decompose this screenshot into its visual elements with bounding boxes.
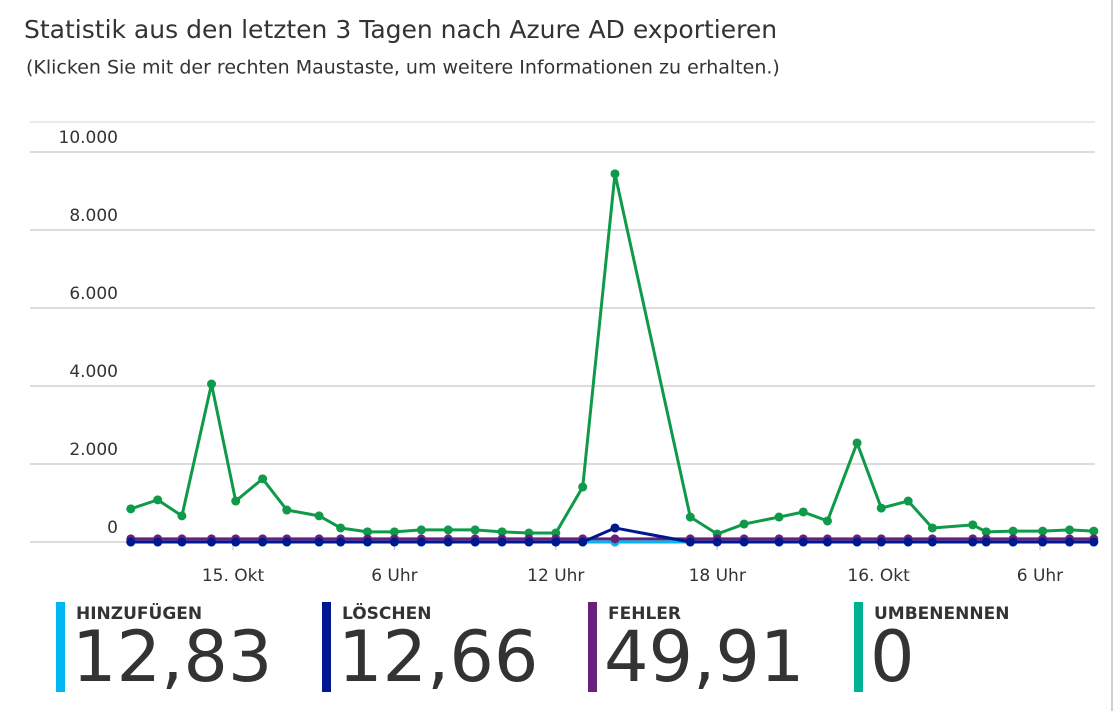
data-point <box>739 537 749 547</box>
data-point <box>876 537 886 547</box>
data-point <box>852 537 862 547</box>
y-tick-label: 10.000 <box>59 128 118 148</box>
data-point <box>389 527 399 537</box>
tile-bar <box>56 602 65 692</box>
data-point <box>524 537 534 547</box>
data-point <box>258 537 268 547</box>
data-point <box>1008 537 1018 547</box>
data-point <box>685 537 695 547</box>
x-tick-label: 16. Okt <box>847 566 910 586</box>
tile-value: 49,91 <box>604 616 804 698</box>
data-point <box>207 379 217 389</box>
y-tick-label: 2.000 <box>69 440 118 460</box>
data-point <box>685 512 695 522</box>
data-point <box>968 520 978 530</box>
data-point <box>497 527 507 537</box>
data-point <box>798 537 808 547</box>
tile-label: UMBENENNEN <box>874 604 1009 624</box>
data-point <box>822 537 832 547</box>
data-point <box>336 523 346 533</box>
data-point <box>739 519 749 529</box>
data-point <box>258 474 268 484</box>
data-point <box>1089 537 1099 547</box>
data-point <box>363 527 373 537</box>
data-point <box>981 527 991 537</box>
data-point <box>282 537 292 547</box>
data-point <box>578 537 588 547</box>
tile-bar <box>588 602 597 692</box>
data-point <box>314 511 324 521</box>
tile-value: 0 <box>870 616 915 698</box>
tile-value: 12,83 <box>72 616 272 698</box>
x-tick-label: 6 Uhr <box>371 566 417 586</box>
series-line <box>130 172 1094 536</box>
data-point <box>1038 526 1048 536</box>
tile-bar <box>854 602 863 692</box>
data-point <box>903 537 913 547</box>
data-point <box>774 512 784 522</box>
tile-label: HINZUFÜGEN <box>76 602 202 624</box>
tile-label: FEHLER <box>608 604 681 624</box>
data-point <box>712 537 722 547</box>
data-point <box>470 537 480 547</box>
data-point <box>153 537 163 547</box>
tile-label: LÖSCHEN <box>342 602 431 624</box>
y-tick-label: 4.000 <box>69 362 118 382</box>
data-point <box>443 525 453 535</box>
data-point <box>610 169 620 179</box>
data-point <box>903 496 913 506</box>
data-point <box>389 537 399 547</box>
data-point <box>207 537 217 547</box>
data-point <box>470 525 480 535</box>
data-point <box>981 537 991 547</box>
data-point <box>1065 525 1075 535</box>
x-tick-label: 18 Uhr <box>689 566 746 586</box>
x-tick-label: 12 Uhr <box>527 566 584 586</box>
data-point <box>443 537 453 547</box>
data-point <box>968 537 978 547</box>
chart-subtitle: (Klicken Sie mit der rechten Maustaste, … <box>26 57 780 79</box>
data-point <box>282 505 292 515</box>
data-point <box>153 495 163 505</box>
data-point <box>363 537 373 547</box>
x-tick-label: 15. Okt <box>202 566 265 586</box>
data-point <box>416 525 426 535</box>
data-point <box>126 537 136 547</box>
data-point <box>177 511 187 521</box>
data-point <box>231 537 241 547</box>
data-point <box>578 482 588 492</box>
y-tick-label: 0 <box>107 518 118 538</box>
y-tick-label: 6.000 <box>69 284 118 304</box>
data-point <box>852 438 862 448</box>
data-point <box>231 496 241 506</box>
data-point <box>497 537 507 547</box>
data-point <box>416 537 426 547</box>
data-point <box>610 523 620 533</box>
data-point <box>876 503 886 513</box>
data-point <box>336 537 346 547</box>
data-point <box>551 537 561 547</box>
data-point <box>927 523 937 533</box>
tile-bar <box>322 602 331 692</box>
data-point <box>1008 526 1018 536</box>
data-point <box>798 507 808 517</box>
data-point <box>610 534 620 544</box>
x-tick-label: 6 Uhr <box>1017 566 1063 586</box>
data-point <box>1038 537 1048 547</box>
data-point <box>314 537 324 547</box>
data-point <box>927 537 937 547</box>
chart-title: Statistik aus den letzten 3 Tagen nach A… <box>24 15 777 44</box>
tile-value: 12,66 <box>338 616 538 698</box>
data-point <box>774 537 784 547</box>
data-point <box>822 516 832 526</box>
data-point <box>1089 526 1099 536</box>
data-point <box>126 504 136 514</box>
y-tick-label: 8.000 <box>69 206 118 226</box>
data-point <box>177 537 187 547</box>
data-point <box>1065 537 1075 547</box>
